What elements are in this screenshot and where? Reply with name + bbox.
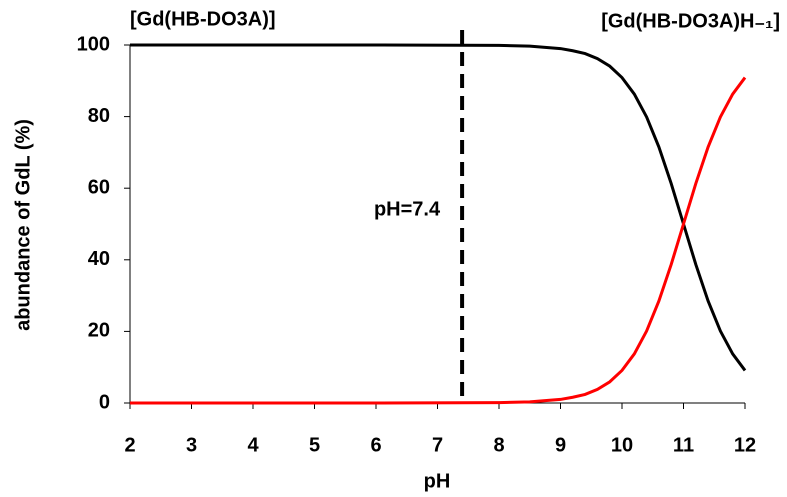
y-tick-label: 100 [77, 33, 110, 55]
x-tick-label: 11 [673, 434, 694, 456]
x-tick-label: 8 [493, 434, 504, 456]
y-tick-label: 40 [88, 248, 110, 270]
x-tick-label: 4 [247, 434, 259, 456]
x-tick-label: 9 [555, 434, 566, 456]
series-line [130, 76, 747, 405]
y-tick-label: 60 [88, 176, 110, 198]
x-tick-label: 7 [432, 434, 443, 456]
legend-label: [Gd(HB-DO3A)H₋₁] [601, 10, 780, 32]
x-tick-label: 12 [734, 434, 756, 456]
series-line [130, 43, 747, 372]
y-tick-label: 20 [88, 320, 110, 342]
y-axis-label: abundance of GdL (%) [12, 119, 34, 331]
reference-label: pH=7.4 [374, 198, 441, 220]
x-tick-label: 10 [611, 434, 633, 456]
x-axis-label: pH [424, 470, 451, 492]
x-tick-label: 6 [370, 434, 381, 456]
legend-label: [Gd(HB-DO3A)] [130, 8, 276, 30]
y-tick-label: 0 [99, 391, 110, 413]
y-tick-label: 80 [88, 105, 110, 127]
x-tick-label: 3 [186, 434, 197, 456]
x-tick-label: 5 [309, 434, 320, 456]
x-tick-label: 2 [124, 434, 135, 456]
